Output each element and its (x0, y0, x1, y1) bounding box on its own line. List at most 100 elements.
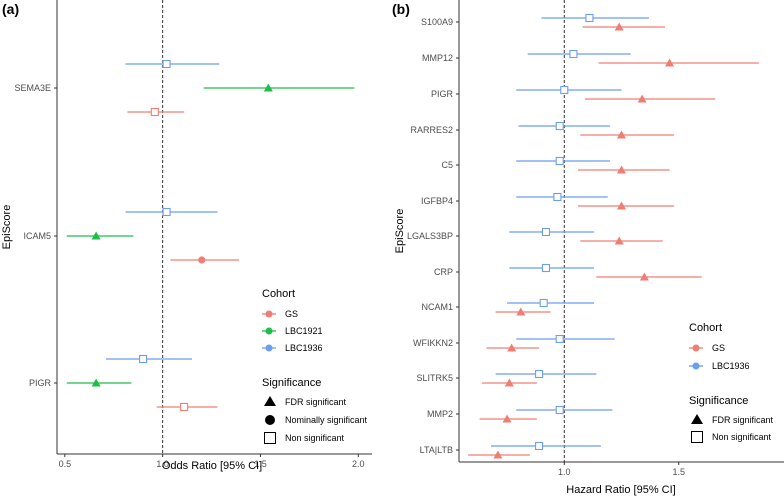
panel-a-legend-cohort-title: Cohort (262, 288, 295, 300)
panel-a-legend-label-lbc1936: LBC1936 (285, 343, 323, 353)
x-tick-label: 1.5 (254, 459, 267, 469)
point-triangle (639, 272, 649, 281)
estimate-pigr-lbc1921 (66, 378, 132, 387)
point-triangle (617, 165, 626, 174)
panel-a-legend-label-nominal: Nominally significant (285, 415, 368, 425)
panel-b-legend-label-non: Non significant (712, 432, 772, 442)
estimate-mmp2-gs (479, 414, 537, 423)
panel-a-legend-label-lbc1921: LBC1921 (285, 326, 323, 336)
panel-b-y-ticks: S100A9 MMP12 PIGR RARRES2 C5 IGFBP4 LGALS3BP CR… (407, 17, 459, 455)
panel-a-legend-item-lbc1921: LBC1921 (262, 326, 323, 336)
y-tick-label-pigr: PIGR (29, 378, 52, 388)
panel-a-x-ticks: 0.5 1.0 1.5 2.0 (59, 454, 365, 469)
panel-a-y-ticks: SEMA3E ICAM5 PIGR (14, 83, 57, 388)
estimate-igfbp4-gs (578, 201, 675, 210)
estimate-lgals3bp-gs (580, 236, 663, 245)
point-square (150, 107, 159, 117)
legend-swatch-dot (265, 344, 273, 352)
panel-a-label: (a) (2, 1, 19, 17)
panel-b-x-axis-title: Hazard Ratio [95% CI] (566, 484, 675, 496)
panel-b-legend-label-lbc1936: LBC1936 (712, 361, 750, 371)
estimate-ncam1-gs (495, 307, 551, 316)
y-tick-label-rarres2: RARRES2 (410, 125, 453, 135)
estimate-icam5-lbc1936 (125, 207, 218, 217)
panel-a: (a) SEMA3E ICAM5 PIGR 0.5 1.0 1.5 2.0 Odds Ra… (1, 0, 372, 472)
point-square (535, 369, 544, 379)
panel-b-legend-cohort-title: Cohort (689, 322, 722, 334)
estimate-wfikkn2-gs (486, 343, 540, 352)
point-triangle (637, 94, 647, 103)
estimate-lta-ltb-lbc1936 (491, 441, 601, 451)
estimate-icam5-gs (170, 256, 239, 264)
estimate-ncam1-lbc1936 (507, 298, 595, 308)
estimate-crp-gs (596, 272, 702, 281)
estimate-sema3e-gs (127, 107, 185, 117)
panel-a-legend: Cohort GS LBC1921 LBC1936 Significance F… (262, 288, 368, 444)
point-square (555, 156, 564, 166)
point-triangle (263, 83, 273, 92)
panel-b-x-ticks: 1.0 1.5 (558, 462, 685, 477)
estimate-c5-lbc1936 (516, 156, 611, 166)
legend-swatch-dot (692, 362, 700, 370)
estimate-pigr-lbc1936 (105, 354, 192, 364)
point-square (541, 263, 551, 273)
point-square (139, 354, 148, 364)
point-triangle (91, 231, 101, 240)
point-triangle (617, 130, 626, 139)
y-tick-label-mmp12: MMP12 (422, 53, 453, 63)
estimate-s100a9-gs (582, 22, 665, 31)
panel-b-legend-item-non: Non significant (691, 431, 772, 443)
point-square (555, 121, 564, 131)
panel-b-legend-item-lbc1936: LBC1936 (689, 361, 750, 371)
panel-a-legend-item-gs: GS (262, 309, 298, 319)
y-tick-label-s100a9: S100A9 (421, 17, 453, 27)
point-square (535, 441, 544, 451)
estimate-sema3e-lbc1921 (203, 83, 355, 92)
panel-b-y-axis-title: EpiScore (394, 209, 406, 254)
point-square (162, 207, 171, 217)
legend-swatch-dot (265, 327, 273, 335)
point-square (555, 405, 564, 415)
panel-b-marks (468, 13, 759, 459)
y-tick-label-crp: CRP (434, 267, 453, 277)
estimate-s100a9-lbc1936 (541, 13, 649, 23)
point-triangle (516, 307, 526, 316)
panel-a-legend-label-gs: GS (285, 309, 298, 319)
y-tick-label-sema3e: SEMA3E (14, 83, 51, 93)
estimate-rarres2-lbc1936 (518, 121, 611, 131)
point-square (585, 13, 594, 23)
x-tick-label: 2.0 (352, 459, 365, 469)
point-triangle (507, 343, 517, 352)
x-tick-label: 1.5 (672, 467, 685, 477)
y-tick-label-igfbp4: IGFBP4 (421, 196, 453, 206)
estimate-lta-ltb-gs (468, 450, 530, 459)
panel-a-legend-item-nominal: Nominally significant (265, 415, 368, 425)
point-square (162, 59, 171, 69)
estimate-mmp12-gs (598, 58, 759, 67)
panel-a-marks (66, 59, 355, 412)
point-circle (198, 256, 206, 264)
panel-a-x-axis-title: Odds Ratio [95% CI] (162, 460, 262, 472)
estimate-mmp2-lbc1936 (516, 405, 613, 415)
estimate-slitrk5-lbc1936 (495, 369, 597, 379)
point-square (180, 402, 189, 412)
panel-a-y-axis-title: EpiScore (1, 205, 13, 250)
panel-b-legend: Cohort GS LBC1936 Significance FDR signi… (689, 322, 774, 443)
panel-b-label: (b) (392, 1, 410, 17)
legend-triangle-icon (264, 396, 276, 406)
estimate-rarres2-gs (580, 130, 675, 139)
y-tick-label-lta-ltb: LTA|LTB (420, 445, 453, 455)
legend-square-icon (264, 432, 276, 444)
estimate-igfbp4-lbc1936 (516, 192, 608, 202)
point-triangle (504, 378, 514, 387)
estimate-slitrk5-gs (481, 378, 537, 387)
point-square (555, 334, 564, 344)
panel-a-legend-significance-title: Significance (262, 377, 321, 389)
panel-b-legend-item-gs: GS (689, 343, 725, 353)
panel-a-legend-item-fdr: FDR significant (264, 396, 347, 407)
estimate-crp-lbc1936 (509, 263, 595, 273)
x-tick-label: 0.5 (59, 459, 72, 469)
point-triangle (91, 378, 101, 387)
estimate-wfikkn2-lbc1936 (516, 334, 615, 344)
